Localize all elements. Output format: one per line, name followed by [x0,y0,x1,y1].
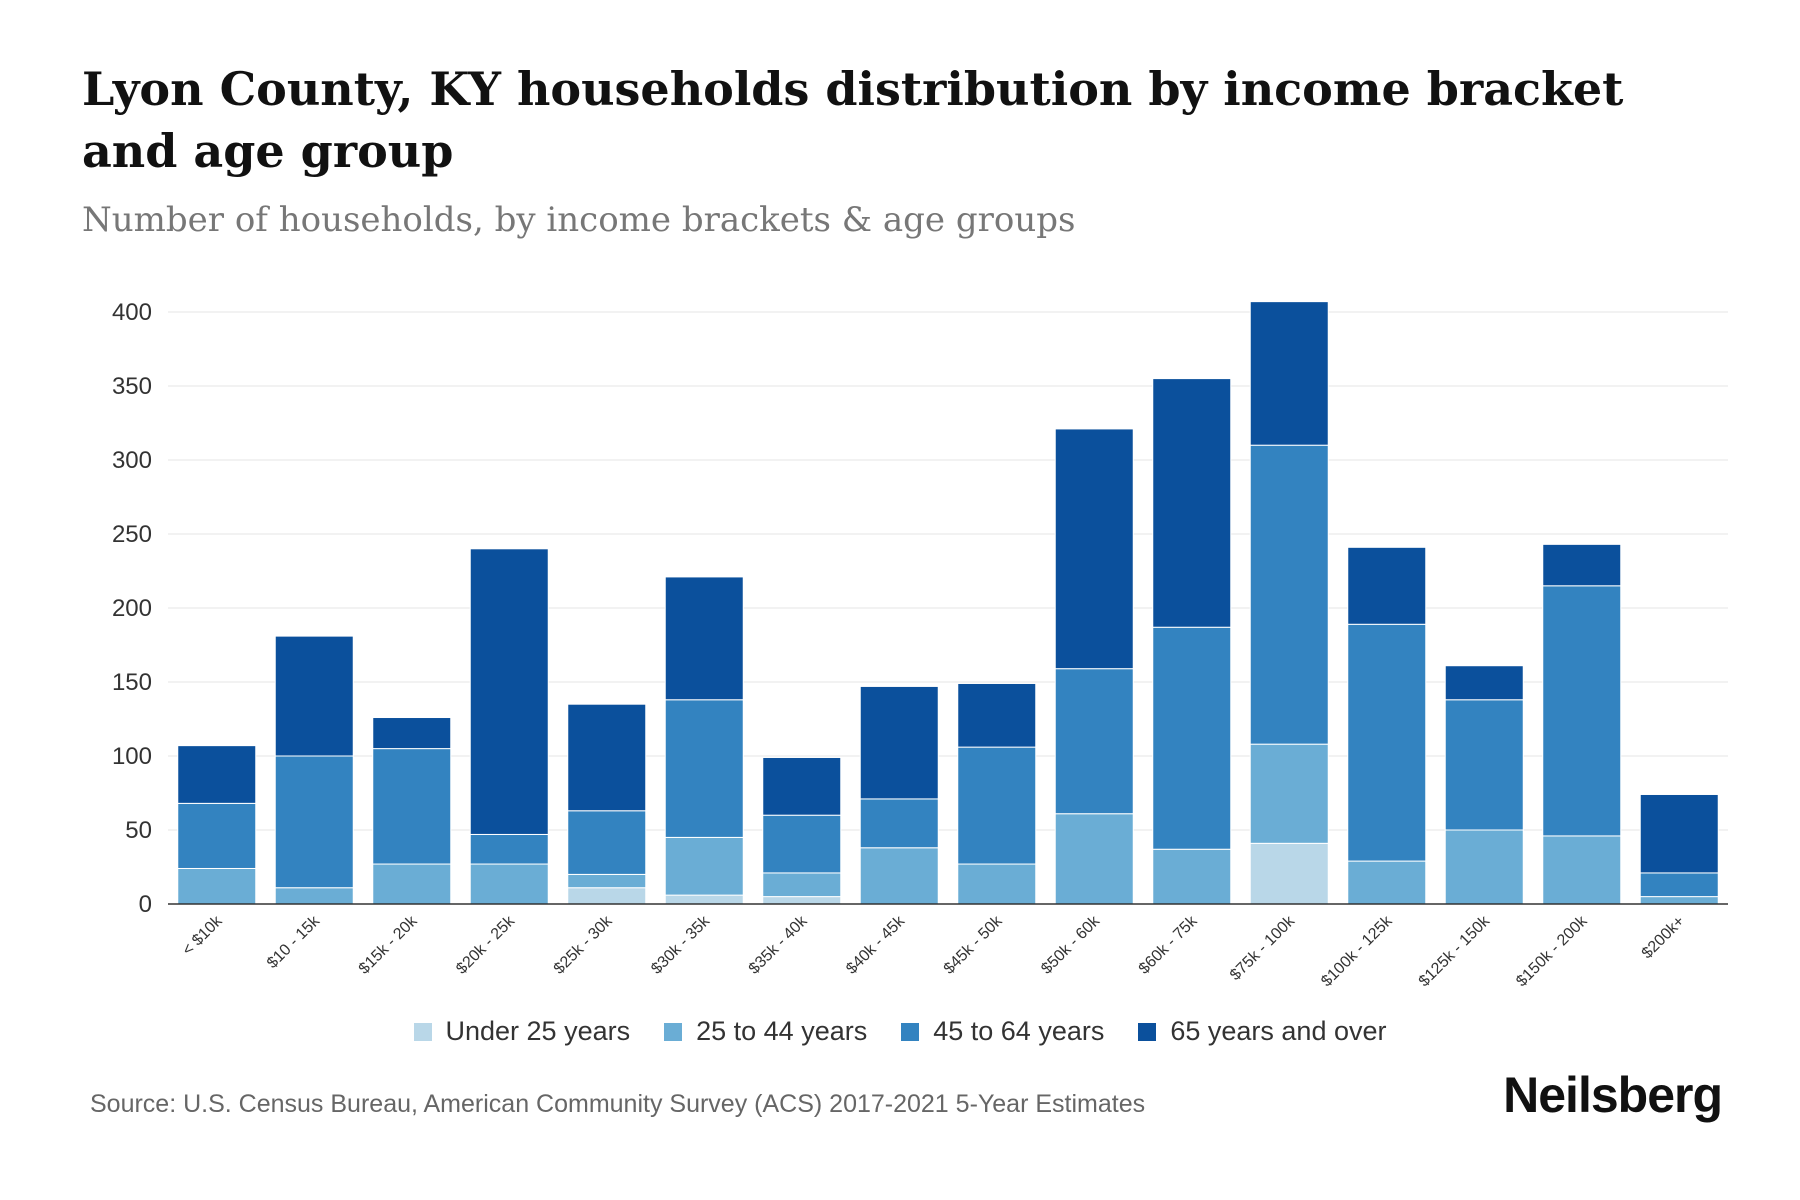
bar-segment-25-44 [664,836,744,896]
bar-segment-under-25 [762,896,842,905]
bar-segment-under-25 [664,894,744,905]
legend-label-45-64: 45 to 64 years [933,1016,1105,1046]
legend-swatch-under-25 [413,1022,432,1041]
bar-segment-45-64 [1054,668,1134,815]
y-tick-label: 200 [112,595,152,622]
bar-segment-45-64 [274,755,354,889]
bar-segment-25-44 [1639,896,1719,905]
bar-segment-45-64 [762,814,842,874]
x-tick-label: $25k - 30k [551,912,617,978]
legend-swatch-45-64 [901,1022,920,1041]
bar-segment-45-64 [1152,626,1232,850]
y-tick-label: 250 [112,521,152,548]
x-tick-label: $60k - 75k [1136,912,1202,978]
bar-segment-65-over [957,682,1037,748]
bar-segment-65-over [372,717,452,750]
legend-swatch-25-44 [664,1022,683,1041]
y-tick-label: 150 [112,669,152,696]
bar-segment-65-over [274,635,354,757]
bar-segment-25-44 [1152,848,1232,905]
x-tick-label: $200k+ [1639,913,1688,962]
bar-segment-under-25 [1249,842,1329,905]
bar-segment-25-44 [859,847,939,905]
bar-segment-25-44 [1542,835,1622,905]
y-tick-label: 300 [112,447,152,474]
bar-segment-25-44 [1347,860,1427,905]
chart-title: Lyon County, KY households distribution … [82,62,1624,178]
x-tick-label: $10 - 15k [264,912,324,972]
bar-segment-25-44 [177,867,257,905]
x-tick-label: $100k - 125k [1318,912,1396,990]
bar-segment-45-64 [1249,444,1329,745]
source-note: Source: U.S. Census Bureau, American Com… [90,1090,1146,1118]
x-tick-label: $35k - 40k [746,912,812,978]
x-tick-label: $15k - 20k [356,912,422,978]
x-tick-label: $40k - 45k [843,912,909,978]
legend-label-25-44: 25 to 44 years [696,1016,868,1046]
x-tick-label: $30k - 35k [648,912,714,978]
bar-segment-65-over [1347,546,1427,625]
x-tick-label: $150k - 200k [1513,912,1591,990]
bar-segment-65-over [177,745,257,804]
bar-segment-25-44 [372,863,452,905]
legend-item-under-25[interactable]: Under 25 years [413,1016,631,1047]
y-tick-label: 50 [125,817,152,844]
x-tick-label: < $10k [179,912,226,959]
bar-segment-45-64 [469,833,549,865]
x-tick-label: $50k - 60k [1038,912,1104,978]
y-tick-label: 0 [139,891,152,918]
bar-segment-65-over [859,685,939,800]
bar-segment-45-64 [567,810,647,875]
x-tick-label: $75k - 100k [1227,912,1299,984]
bar-segment-65-over [567,703,647,812]
bar-segment-65-over [664,576,744,701]
bar-segment-25-44 [957,863,1037,905]
bar-segment-65-over [1249,301,1329,446]
bar-segment-45-64 [177,802,257,869]
bar-segment-25-44 [1249,743,1329,844]
legend-item-65-over[interactable]: 65 years and over [1138,1016,1387,1047]
bar-segment-25-44 [1054,813,1134,905]
bar-segment-45-64 [1639,872,1719,898]
bar-segment-45-64 [372,748,452,865]
bar-segment-45-64 [859,798,939,849]
bar-segment-45-64 [664,699,744,838]
bar-segment-45-64 [957,746,1037,865]
bar-segment-65-over [469,548,549,835]
bars [177,301,1719,905]
bar-segment-65-over [1444,665,1524,701]
x-tick-label: $20k - 25k [453,912,519,978]
bar-segment-65-over [1542,543,1622,587]
legend-item-45-64[interactable]: 45 to 64 years [901,1016,1104,1047]
bar-segment-65-over [1152,378,1232,628]
bar-segment-65-over [1054,428,1134,670]
legend-swatch-65-over [1138,1022,1157,1041]
stacked-bar-chart: 0 50 100 150 200 250 300 350 400 < $10k $10 - 15k $… [112,299,1728,990]
y-tick-label: 400 [112,299,152,326]
brand-logo: Neilsberg [1503,1067,1723,1123]
legend: Under 25 years 25 to 44 years 45 to 64 y… [0,1016,1800,1047]
x-tick-label: $45k - 50k [941,912,1007,978]
bar-segment-65-over [1639,793,1719,874]
bar-segment-under-25 [567,887,647,905]
x-tick-label: $125k - 150k [1416,912,1494,990]
y-tick-label: 350 [112,373,152,400]
bar-segment-45-64 [1542,585,1622,837]
bar-segment-25-44 [762,872,842,898]
legend-label-under-25: Under 25 years [445,1016,631,1046]
bar-segment-65-over [762,756,842,816]
y-tick-label: 100 [112,743,152,770]
bar-segment-25-44 [1444,829,1524,905]
bar-segment-45-64 [1347,623,1427,862]
bar-segment-25-44 [567,873,647,889]
bar-segment-45-64 [1444,699,1524,831]
legend-item-25-44[interactable]: 25 to 44 years [664,1016,867,1047]
bar-segment-25-44 [469,863,549,905]
chart-subtitle: Number of households, by income brackets… [82,200,1076,240]
legend-label-65-over: 65 years and over [1170,1016,1387,1046]
bar-segment-25-44 [274,887,354,905]
